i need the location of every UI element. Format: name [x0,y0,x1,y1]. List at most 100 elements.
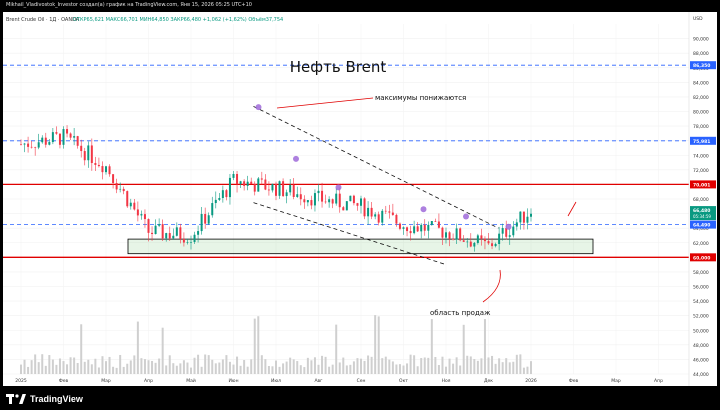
volume-bar [395,364,398,374]
candle-body [243,181,246,186]
price-tick-label: 90,000 [693,37,709,43]
time-tick-label: Сен [357,378,366,384]
volume-bar [246,366,249,374]
volume-bar [423,357,426,374]
candle-body [250,181,253,185]
candle-body [473,242,476,247]
high-markers [255,104,512,230]
volume-bar [381,358,384,374]
candle-body [356,203,359,206]
candle-body [190,241,192,243]
candle-body [345,201,348,211]
candle-body [55,132,58,134]
volume-bar [345,365,348,374]
chart-panel[interactable]: 44,000 46,000 48,000 50,000 52,000 54,000 56,0… [3,12,717,386]
volume-bar [360,358,362,374]
volume-bar [94,358,97,374]
volume-bar [402,365,405,374]
candle-body [367,207,370,217]
price-tag-label: 66,480 [693,208,710,214]
volume-bar [90,364,93,374]
candle-body [260,178,263,180]
volume-bar [264,359,267,374]
candle-body [275,183,277,196]
candle-body [48,142,51,145]
volume-bar [175,365,178,374]
candle-body [512,226,515,236]
candle-body [292,184,295,197]
volume-bar [519,354,522,374]
candle-body [310,200,313,206]
volume-bar [335,324,338,374]
candle-body [296,194,299,197]
candle-body [122,188,125,192]
ohlc-legend: ОТКР65,621 МАКС66,701 МИН64,850 ЗАКР66,4… [73,17,283,23]
volume-bar [342,357,345,374]
price-tick-label: 58,000 [693,270,709,276]
candle-body [427,224,430,231]
candle-body [200,213,203,232]
price-tick-label: 46,000 [693,357,709,363]
trend-line [253,106,499,229]
volume-bar [505,358,508,374]
volume-bar [154,362,157,374]
candle-body [363,198,366,217]
candle-body [73,136,76,138]
candle-body [165,233,168,239]
volume-bar [158,358,161,374]
volume-bar [122,366,125,374]
volume-bar [190,367,192,374]
volume-bar [455,357,458,374]
volume-bar [97,367,100,374]
candle-body [204,213,207,224]
volume-bar [87,359,90,374]
volume-bar [356,358,359,374]
price-tick-label: 50,000 [693,328,709,334]
price-tick-label: 88,000 [693,51,709,57]
candle-body [211,203,214,216]
volume-bar [445,366,447,374]
volume-bar [285,361,288,374]
candle-body [328,199,331,203]
price-tick-label: 78,000 [693,124,709,130]
volume-bar [526,366,529,374]
volume-bar [487,357,490,374]
candle-body [342,207,345,211]
candle-body [452,238,455,240]
price-tag [690,253,716,262]
volume-bar [338,362,341,374]
candle-body [80,145,83,152]
candle-body [409,231,412,234]
volume-bar [313,357,316,374]
candle-body [214,199,217,204]
candle-body [487,241,490,244]
volume-bar [299,365,302,374]
volume-bar [140,358,143,374]
time-tick-label: Ноя [442,378,451,384]
candle-body [30,146,33,148]
volume-bar [197,354,200,374]
candle-body [76,136,79,146]
candle-body [423,224,426,231]
trend-lines [253,97,577,303]
candle-body [105,166,107,173]
volume-bar [530,361,532,374]
volume-bar [207,355,210,374]
tradingview-logo-icon [6,394,26,404]
price-chart[interactable]: 44,000 46,000 48,000 50,000 52,000 54,000 56,0… [3,12,717,386]
volume-bar [296,361,299,374]
high-marker [293,155,299,162]
volume-bar [328,366,331,374]
volume-bar [515,354,518,374]
volume-bar [466,355,469,374]
candle-body [501,228,504,234]
candle-body [27,143,30,147]
candle-body [388,211,391,213]
candle-body [522,211,525,223]
volume-bar [37,362,40,374]
candle-body [246,181,249,186]
volume-bar [420,358,423,374]
candle-body [225,190,228,198]
high-marker [463,213,469,220]
